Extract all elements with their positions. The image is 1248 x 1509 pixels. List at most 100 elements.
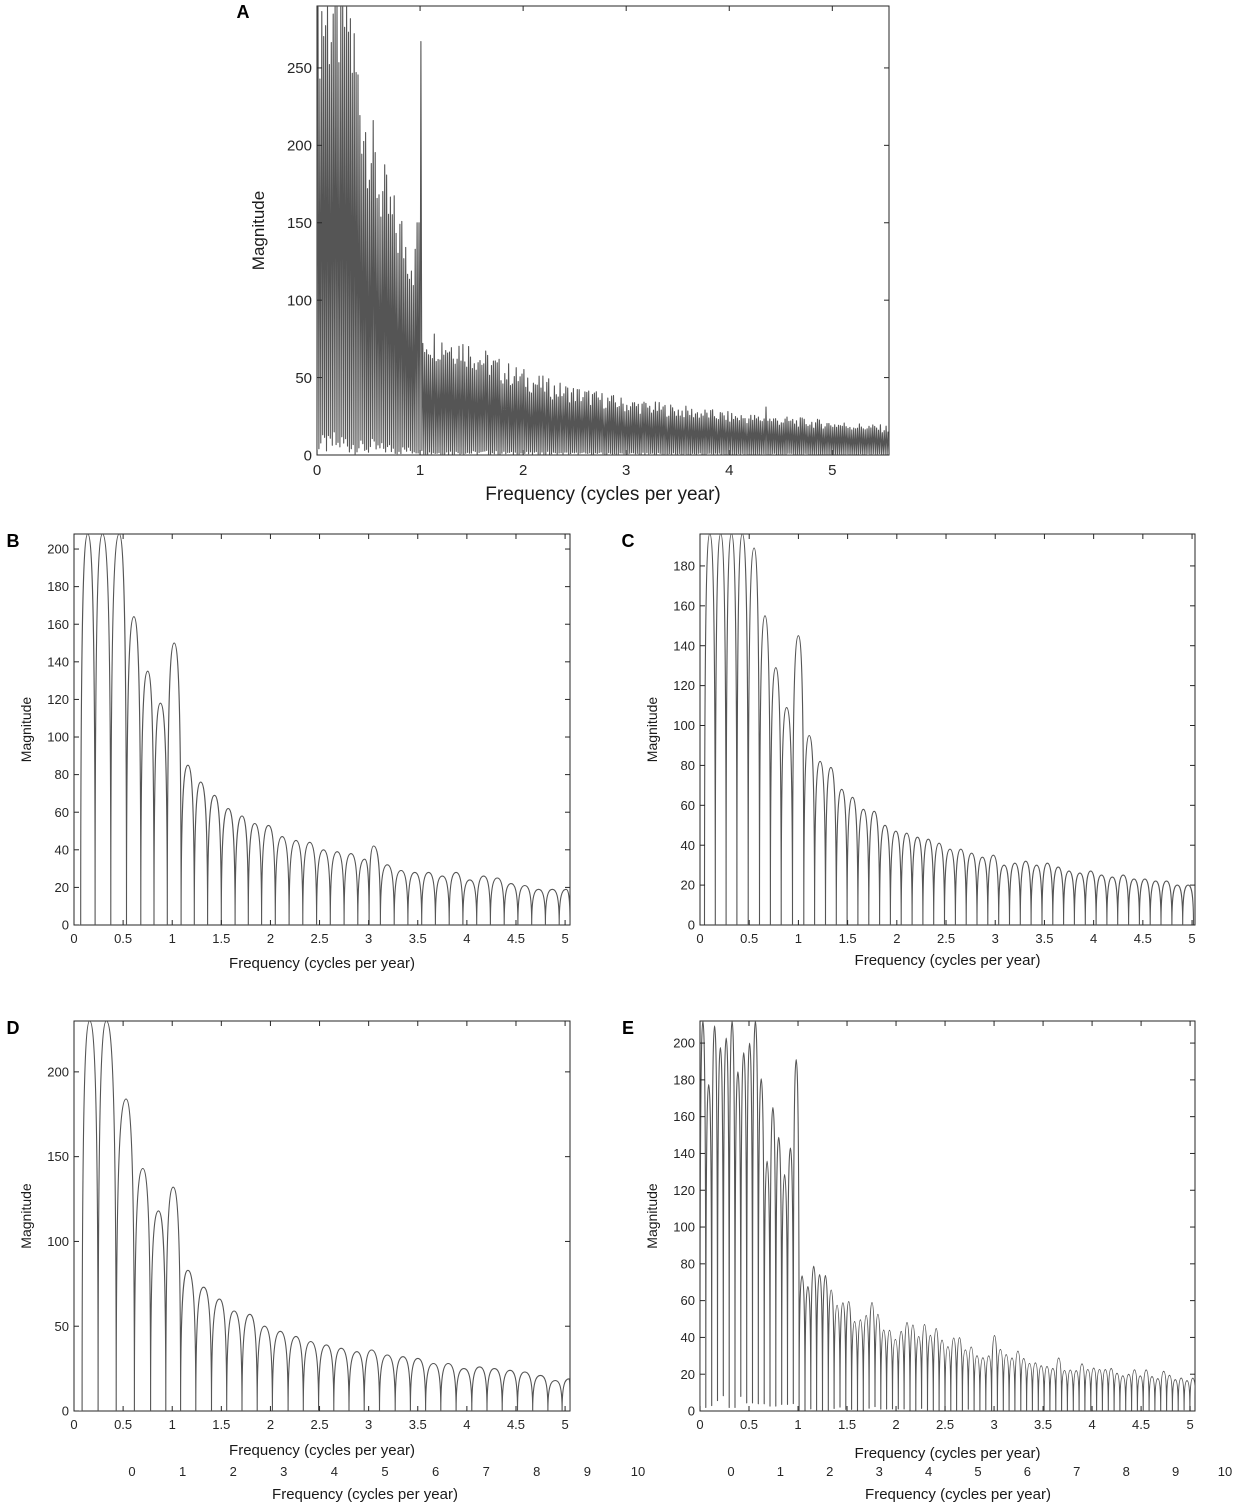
extra-x-tick-label: 1	[179, 1464, 186, 1479]
x-tick-label: 0	[313, 462, 321, 479]
x-tick-label: 1	[794, 1417, 801, 1432]
x-tick-label: 0.5	[114, 931, 132, 946]
x-tick-label: 5	[561, 931, 568, 946]
extra-x-tick-label: 9	[1172, 1464, 1179, 1479]
panel-label: A	[237, 2, 250, 22]
y-tick-label: 200	[47, 542, 69, 557]
extra-x-tick-label: 7	[1073, 1464, 1080, 1479]
x-tick-label: 4.5	[1134, 931, 1152, 946]
y-tick-label: 120	[673, 1183, 695, 1198]
y-tick-label: 20	[681, 1367, 695, 1382]
x-tick-label: 0.5	[740, 1417, 758, 1432]
y-tick-label: 20	[681, 878, 695, 893]
y-tick-label: 20	[55, 880, 69, 895]
x-tick-label: 0	[696, 1417, 703, 1432]
plot-area	[73, 533, 571, 926]
plot-area	[73, 1020, 571, 1412]
x-tick-label: 0.5	[740, 931, 758, 946]
y-axis-label: Magnitude	[249, 191, 268, 270]
x-tick-label: 1	[169, 1417, 176, 1432]
extra-x-tick-label: 6	[432, 1464, 439, 1479]
x-tick-label: 4	[463, 931, 470, 946]
y-tick-label: 40	[55, 842, 69, 857]
y-tick-label: 180	[47, 579, 69, 594]
y-tick-label: 60	[55, 805, 69, 820]
x-tick-label: 2.5	[936, 1417, 954, 1432]
x-tick-label: 3	[990, 1417, 997, 1432]
x-tick-label: 2	[893, 931, 900, 946]
y-tick-label: 0	[62, 1404, 69, 1419]
extra-x-tick-label: 8	[533, 1464, 540, 1479]
plot-area	[316, 5, 890, 456]
y-tick-label: 150	[287, 215, 312, 232]
series-group	[700, 534, 1195, 925]
series-line	[74, 1021, 570, 1411]
extra-x-tick-label: 1	[777, 1464, 784, 1479]
series-line	[317, 6, 889, 455]
y-tick-label: 0	[304, 447, 312, 464]
x-tick-label: 3	[365, 1417, 372, 1432]
series-group	[700, 1021, 1195, 1411]
x-axis-label: Frequency (cycles per year)	[855, 952, 1041, 969]
x-tick-label: 0	[70, 931, 77, 946]
x-axis-label: Frequency (cycles per year)	[855, 1445, 1041, 1462]
x-tick-label: 5	[828, 462, 836, 479]
y-tick-label: 100	[673, 718, 695, 733]
y-tick-label: 180	[673, 1072, 695, 1087]
extra-x-axis-label: Frequency (cycles per year)	[272, 1486, 458, 1503]
y-tick-label: 120	[673, 678, 695, 693]
extra-x-tick-label: 0	[128, 1464, 135, 1479]
y-tick-label: 0	[688, 918, 695, 933]
y-tick-label: 140	[673, 1146, 695, 1161]
extra-x-tick-label: 7	[483, 1464, 490, 1479]
extra-x-tick-label: 10	[1218, 1464, 1232, 1479]
x-tick-label: 2	[267, 931, 274, 946]
x-tick-label: 0	[696, 931, 703, 946]
y-tick-label: 120	[47, 692, 69, 707]
y-tick-label: 150	[47, 1149, 69, 1164]
y-tick-label: 100	[47, 1234, 69, 1249]
x-tick-label: 5	[1188, 931, 1195, 946]
y-tick-label: 80	[55, 767, 69, 782]
extra-x-tick-label: 3	[876, 1464, 883, 1479]
y-tick-label: 140	[47, 654, 69, 669]
plot-area	[699, 1020, 1196, 1412]
y-tick-label: 200	[287, 138, 312, 155]
series-group	[317, 6, 889, 455]
y-tick-label: 140	[673, 638, 695, 653]
y-axis-label: Magnitude	[644, 1183, 660, 1249]
y-tick-label: 0	[62, 918, 69, 933]
plot-area	[699, 533, 1196, 926]
extra-x-tick-label: 4	[331, 1464, 338, 1479]
x-tick-label: 4	[1088, 1417, 1095, 1432]
x-tick-label: 0.5	[114, 1417, 132, 1432]
x-tick-label: 4.5	[507, 931, 525, 946]
x-tick-label: 5	[561, 1417, 568, 1432]
y-axis-label: Magnitude	[18, 1183, 34, 1249]
y-axis-label: Magnitude	[644, 697, 660, 763]
x-tick-label: 3	[992, 931, 999, 946]
x-tick-label: 1.5	[212, 931, 230, 946]
panel-label: B	[7, 531, 20, 551]
extra-x-tick-label: 0	[727, 1464, 734, 1479]
x-tick-label: 4	[463, 1417, 470, 1432]
extra-x-tick-label: 6	[1024, 1464, 1031, 1479]
x-tick-label: 4	[1090, 931, 1097, 946]
extra-x-tick-label: 2	[826, 1464, 833, 1479]
y-tick-label: 160	[673, 598, 695, 613]
x-tick-label: 3.5	[1035, 931, 1053, 946]
panel-label: E	[622, 1018, 634, 1038]
x-tick-label: 2.5	[311, 1417, 329, 1432]
y-tick-label: 50	[55, 1319, 69, 1334]
x-tick-label: 3.5	[409, 1417, 427, 1432]
extra-x-tick-label: 3	[280, 1464, 287, 1479]
y-tick-label: 0	[688, 1404, 695, 1419]
y-tick-label: 100	[287, 292, 312, 309]
series-group	[74, 1021, 570, 1411]
panel-label: D	[7, 1018, 20, 1038]
y-tick-label: 160	[673, 1109, 695, 1124]
